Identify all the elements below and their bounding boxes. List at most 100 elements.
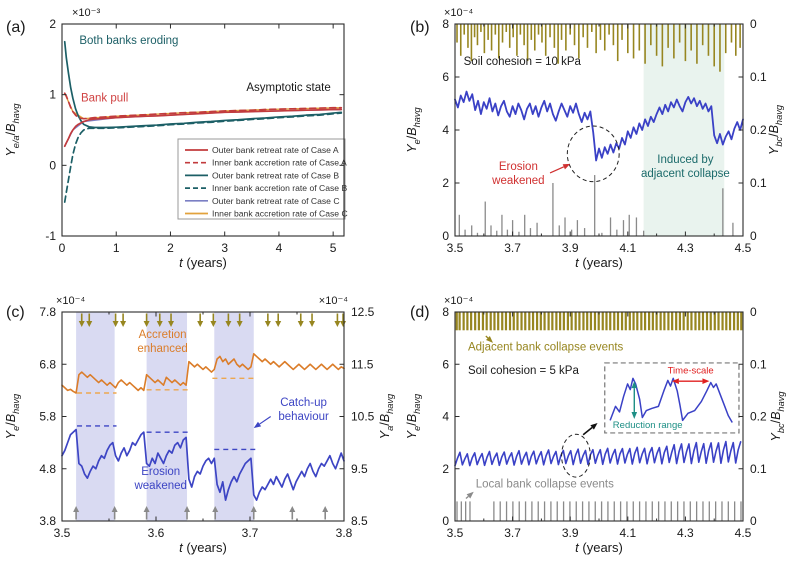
right-tick-label: 0.1 <box>750 357 767 371</box>
local-collapse-arrow-head <box>73 506 80 512</box>
y-tick-label: -1 <box>45 229 56 243</box>
right-tick-label: 0.1 <box>750 70 767 84</box>
legend-box <box>177 138 346 220</box>
local-collapse-arrow-head <box>143 506 150 512</box>
axis-exponent-left: ×10⁻³ <box>72 7 100 19</box>
y-tick-label: 8 <box>442 17 449 31</box>
y-tick-label: 0 <box>49 158 56 172</box>
legend-label-inner-bank-accretion-rate-of-case-b: Inner bank accretion rate of Case B <box>212 183 347 193</box>
x-tick-label: 3 <box>221 241 228 255</box>
axis-exponent-left: ×10⁻⁴ <box>444 295 473 307</box>
x-tick-label: 4.5 <box>735 241 752 255</box>
annotation-both-banks-eroding: Both banks eroding <box>79 35 178 47</box>
right-tick-label: 0 <box>750 305 757 319</box>
annotation-arrow-head <box>590 423 598 430</box>
x-tick-label: 5 <box>330 241 337 255</box>
highlight-band <box>643 24 725 236</box>
legend-label-inner-bank-accretion-rate-of-case-c: Inner bank accretion rate of Case C <box>212 209 348 219</box>
highlight-ellipse <box>566 125 620 183</box>
y-axis-label: Ye/Bhavg <box>405 393 422 439</box>
right-tick-label: 0.2 <box>750 410 767 424</box>
y-tick-label: 4 <box>442 410 449 424</box>
right-tick-label: 0 <box>750 514 757 528</box>
annotation-weakened: weakened <box>133 480 186 492</box>
right-tick-label: 0 <box>750 229 757 243</box>
annotation-arrow <box>259 416 272 425</box>
y-tick-label: 0 <box>442 229 449 243</box>
annotation-asymptotic-state: Asymptotic state <box>246 82 330 94</box>
panel-letter-c: (c) <box>6 304 25 321</box>
legend-label-outer-bank-retreat-rate-of-case-b: Outer bank retreat rate of Case B <box>212 170 339 180</box>
y-tick-label: 1 <box>49 88 56 102</box>
adjacent-collapse-arrow-head <box>143 321 150 327</box>
y-tick-label: 7.8 <box>39 305 56 319</box>
annotation-bank-pull: Bank pull <box>81 93 128 105</box>
adjacent-collapse-arrow-head <box>309 321 316 327</box>
axes-frame <box>61 23 345 237</box>
panel-letter-d: (d) <box>410 304 430 321</box>
y-tick-label: 4 <box>442 123 449 137</box>
x-tick-label: 0 <box>59 241 66 255</box>
right-axis-label: Ya/Bhavg <box>378 393 395 439</box>
x-tick-label: 4.5 <box>735 526 752 540</box>
right-axis-label: Ybc/Bhavg <box>767 104 784 155</box>
series-outer-bank-erosion-rate-soil-cohesion-10-kpa <box>454 90 744 162</box>
annotation-arrow-head <box>466 491 474 499</box>
series-outer-bank-erosion-rate-soil-cohesion-5-kpa <box>454 440 742 467</box>
y-tick-label: 5.8 <box>39 410 56 424</box>
y-axis-label: Ye/a/Bhavg <box>4 103 21 157</box>
local-collapse-arrow-head <box>212 506 219 512</box>
x-tick-label: 3.9 <box>562 526 579 540</box>
annotation-soil-cohesion-5-kpa: Soil cohesion = 5 kPa <box>468 365 580 377</box>
annotation-erosion: Erosion <box>499 161 538 173</box>
local-collapse-arrow-head <box>111 506 118 512</box>
x-axis-label: t (years) <box>179 540 227 555</box>
chart-svg-a: Both banks eroding Bank pull Asymptotic st… <box>4 7 348 270</box>
inset-measure-arrow-head <box>671 378 679 384</box>
annotation-arrow <box>582 426 593 436</box>
panel-c-chart: Accretion enhanced Erosion weakened Catch-up… <box>0 282 400 564</box>
x-tick-label: 1 <box>113 241 120 255</box>
series-outer-bank-retreat-rate-of-case-a <box>63 108 343 148</box>
right-tick-label: 12.5 <box>351 305 375 319</box>
annotation-arrow-head <box>486 335 494 343</box>
x-tick-label: 3.5 <box>54 526 71 540</box>
x-tick-label: 3.7 <box>242 526 259 540</box>
highlight-band <box>146 312 188 521</box>
legend-label-inner-bank-accretion-rate-of-case-a: Inner bank accretion rate of Case A <box>212 158 347 168</box>
adjacent-collapse-arrow-head <box>156 321 163 327</box>
annotation-arrow-head <box>562 163 571 170</box>
chart-svg-b: Soil cohesion = 10 kPa Erosion weakened Ind… <box>405 7 784 270</box>
local-collapse-arrow-head <box>322 506 329 512</box>
x-tick-label: 3.6 <box>148 526 165 540</box>
x-tick-label: 3.9 <box>562 241 579 255</box>
axis-exponent-left: ×10⁻⁴ <box>444 7 473 19</box>
axis-exponent-left: ×10⁻⁴ <box>56 295 85 307</box>
right-tick-label: 0.1 <box>750 176 767 190</box>
x-tick-label: 4.3 <box>677 526 694 540</box>
x-axis-label: t (years) <box>575 255 623 270</box>
adjacent-collapse-arrow-head <box>297 321 304 327</box>
panel-letter-a: (a) <box>6 19 26 36</box>
series-inner-bank-accretion-rate <box>61 353 345 394</box>
adjacent-collapse-arrow-head <box>120 321 127 327</box>
inset-box <box>604 362 740 434</box>
annotation-weakened: weakened <box>491 175 544 187</box>
annotation-arrow <box>485 335 489 339</box>
adjacent-collapse-arrow-head <box>275 321 282 327</box>
annotation-arrow-head <box>253 421 262 428</box>
x-tick-label: 4.1 <box>619 526 636 540</box>
annotation-local-bank-collapse-events: Local bank collapse events <box>476 479 614 491</box>
annotation-arrow <box>465 495 469 500</box>
right-tick-label: 0.1 <box>750 462 767 476</box>
annotation-erosion: Erosion <box>141 466 180 478</box>
annotation-catch-up: Catch-up <box>280 397 327 409</box>
annotation-soil-cohesion-10-kpa: Soil cohesion = 10 kPa <box>464 56 582 68</box>
x-tick-label: 3.8 <box>336 526 353 540</box>
x-tick-label: 3.7 <box>504 241 521 255</box>
highlight-band <box>76 312 115 521</box>
right-axis-label: Ybc/Bhavg <box>769 391 786 442</box>
inset-measure-arrow-head <box>702 378 710 384</box>
x-tick-label: 3.5 <box>447 526 464 540</box>
inset-measure-arrow-head <box>631 411 638 419</box>
